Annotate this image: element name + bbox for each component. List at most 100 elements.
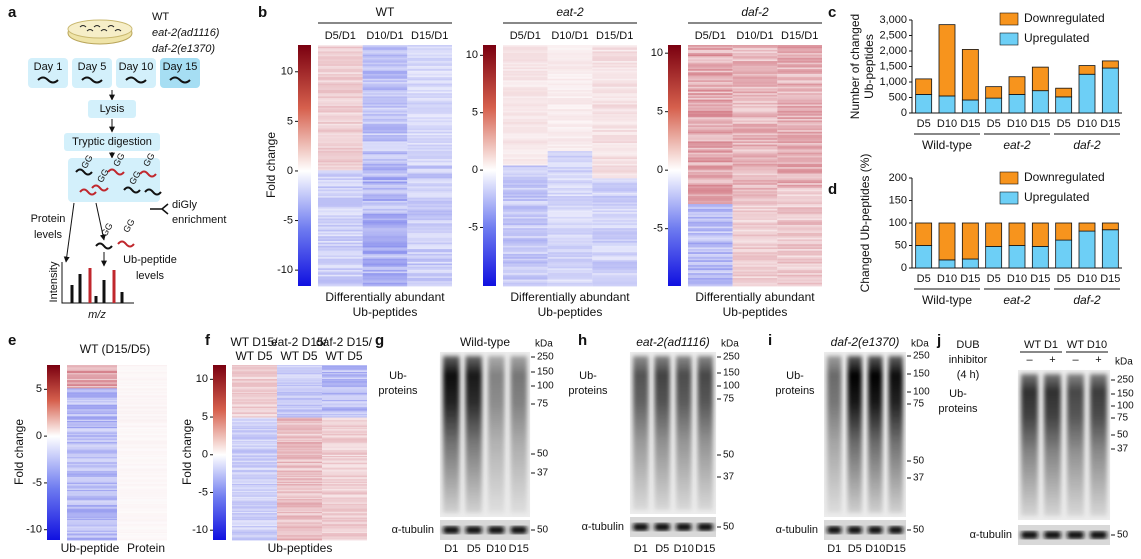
heat-row bbox=[777, 163, 822, 166]
heat-row bbox=[232, 515, 277, 518]
heat-row bbox=[732, 249, 778, 252]
heat-row bbox=[732, 207, 778, 210]
heat-row bbox=[592, 101, 637, 104]
heat-row bbox=[592, 106, 637, 109]
heat-row bbox=[732, 269, 778, 272]
lane-smear bbox=[1044, 374, 1061, 516]
heat-row bbox=[318, 271, 363, 274]
heat-row bbox=[688, 173, 733, 176]
bar-segment bbox=[985, 86, 1003, 99]
heat-row bbox=[407, 281, 452, 284]
peptide-box bbox=[68, 158, 160, 202]
heat-row bbox=[547, 255, 593, 258]
heat-row bbox=[362, 276, 408, 279]
heat-row bbox=[688, 88, 733, 91]
heat-row bbox=[117, 506, 167, 508]
heat-row bbox=[322, 513, 367, 515]
heat-row bbox=[67, 531, 117, 534]
heat-row bbox=[362, 167, 408, 170]
heat-row bbox=[67, 376, 117, 379]
peptide bbox=[139, 170, 157, 178]
heat-row bbox=[232, 438, 277, 441]
heat-row bbox=[592, 151, 637, 154]
heat-row bbox=[592, 165, 637, 168]
heat-row bbox=[503, 178, 548, 181]
heat-row bbox=[67, 452, 117, 455]
heat-row bbox=[407, 197, 452, 200]
heat-row bbox=[407, 99, 452, 102]
axis-label: Ub-peptides bbox=[268, 541, 333, 555]
blot-strip bbox=[630, 517, 716, 537]
heat-row bbox=[362, 70, 408, 73]
heat-row bbox=[232, 383, 277, 386]
lane-smear bbox=[1090, 374, 1107, 516]
heat-row bbox=[232, 489, 277, 492]
heat-row bbox=[503, 261, 548, 264]
heat-row bbox=[407, 138, 452, 141]
heat-row bbox=[362, 69, 408, 72]
heat-row bbox=[322, 508, 367, 511]
heat-row bbox=[67, 451, 117, 453]
lane-smear bbox=[888, 356, 903, 513]
heat-row bbox=[232, 531, 277, 534]
heat-row bbox=[547, 167, 593, 170]
heat-row bbox=[318, 136, 363, 139]
heat-row bbox=[503, 242, 548, 245]
heat-row bbox=[117, 426, 167, 429]
heat-row bbox=[232, 492, 277, 494]
heat-row bbox=[777, 232, 822, 235]
heat-row bbox=[362, 141, 408, 144]
heat-row bbox=[592, 258, 637, 261]
heat-row bbox=[67, 471, 117, 473]
heat-row bbox=[732, 241, 778, 244]
heat-row bbox=[67, 477, 117, 479]
bar-segment bbox=[938, 222, 956, 261]
heat-row bbox=[318, 146, 363, 149]
heat-row bbox=[547, 200, 593, 203]
heat-row bbox=[318, 67, 363, 70]
heat-row bbox=[117, 515, 167, 518]
heat-row bbox=[777, 273, 822, 276]
tubulin-band bbox=[847, 526, 862, 534]
bar-segment bbox=[1055, 222, 1073, 241]
heat-row bbox=[277, 411, 322, 414]
heat-row bbox=[362, 136, 408, 139]
heat-row bbox=[322, 465, 367, 467]
heat-row bbox=[318, 282, 363, 285]
heat-row bbox=[277, 365, 322, 367]
heat-row bbox=[503, 204, 548, 207]
marker-label: 50 bbox=[1117, 430, 1129, 441]
heat-row bbox=[362, 171, 408, 174]
heat-row bbox=[322, 458, 367, 460]
heat-row bbox=[547, 242, 593, 245]
heat-row bbox=[407, 208, 452, 211]
heat-row bbox=[362, 210, 408, 213]
heat-row bbox=[67, 493, 117, 495]
heat-row bbox=[322, 401, 367, 403]
heat-row bbox=[277, 375, 322, 378]
heat-row bbox=[503, 146, 548, 149]
tubulin-band bbox=[697, 523, 713, 531]
x-tick-label: D5 bbox=[987, 273, 1001, 285]
heat-row bbox=[117, 430, 167, 432]
heat-row bbox=[318, 53, 363, 56]
heat-row bbox=[322, 408, 367, 410]
heat-row bbox=[503, 85, 548, 88]
heat-row bbox=[277, 500, 322, 502]
heat-row bbox=[547, 175, 593, 178]
heat-row bbox=[407, 191, 452, 194]
lane-label: D10 bbox=[486, 543, 506, 555]
heat-row bbox=[777, 118, 822, 121]
heat-row bbox=[67, 430, 117, 432]
heat-row bbox=[318, 260, 363, 263]
lane-label: D5 bbox=[467, 543, 481, 555]
x-tick-label: D5 bbox=[1057, 273, 1071, 285]
heat-row bbox=[407, 231, 452, 234]
heat-row bbox=[407, 154, 452, 157]
heat-row bbox=[318, 89, 363, 92]
peptide bbox=[144, 188, 162, 196]
heat-row bbox=[277, 423, 322, 425]
heat-row bbox=[547, 220, 593, 223]
heat-row bbox=[67, 456, 117, 458]
heat-row bbox=[318, 86, 363, 89]
